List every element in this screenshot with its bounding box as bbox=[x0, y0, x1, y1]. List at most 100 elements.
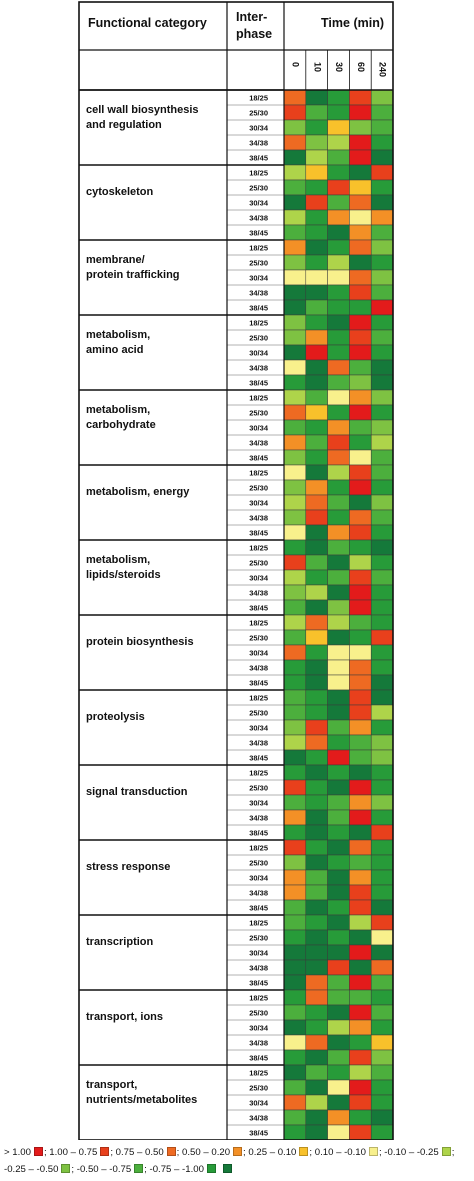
heatmap-cell-transport-ions-4-4 bbox=[370, 1049, 394, 1066]
phase-label: 25/30 bbox=[249, 409, 268, 418]
heatmap-cell-transcription-1-2 bbox=[327, 929, 350, 946]
heatmap-cell-metabolism-carbohydrate-2-1 bbox=[305, 419, 328, 436]
heatmap-cell-cell-wall-biosynthesis-and-regulation-4-3 bbox=[349, 149, 372, 166]
heatmap-cell-membrane-protein-trafficking-0-3 bbox=[349, 239, 372, 256]
phase-label: 25/30 bbox=[249, 109, 268, 118]
heatmap-cell-membrane-protein-trafficking-3-1 bbox=[305, 284, 328, 301]
heatmap-cell-metabolism-lipids-steroids-1-2 bbox=[327, 554, 350, 571]
legend-swatch bbox=[134, 1164, 144, 1173]
heatmap-cell-metabolism-amino-acid-3-0 bbox=[283, 359, 307, 376]
heatmap-cell-transport-ions-4-3 bbox=[349, 1049, 372, 1066]
legend-label: -0.10 – -0.25 bbox=[384, 1147, 439, 1158]
phase-label: 34/38 bbox=[249, 664, 268, 673]
heatmap-cell-metabolism-energy-2-3 bbox=[349, 494, 372, 511]
heatmap-cell-proteolysis-1-1 bbox=[305, 704, 328, 721]
legend-item: > 1.00; bbox=[4, 1147, 50, 1158]
phase-label: 18/25 bbox=[249, 394, 268, 403]
heatmap-cell-metabolism-energy-0-2 bbox=[327, 464, 350, 481]
heatmap-cell-metabolism-carbohydrate-3-1 bbox=[305, 434, 328, 451]
heatmap-cell-cytoskeleton-3-3 bbox=[349, 209, 372, 226]
heatmap-cell-transport-ions-1-2 bbox=[327, 1004, 350, 1021]
color-legend: > 1.00; 1.00 – 0.75; 0.75 – 0.50; 0.50 –… bbox=[4, 1144, 472, 1178]
heatmap-cell-metabolism-energy-0-3 bbox=[349, 464, 372, 481]
phase-label: 18/25 bbox=[249, 469, 268, 478]
heatmap-cell-metabolism-carbohydrate-2-4 bbox=[370, 419, 394, 436]
heatmap-cell-membrane-protein-trafficking-0-0 bbox=[283, 239, 307, 256]
heatmap-cell-cell-wall-biosynthesis-and-regulation-2-3 bbox=[349, 119, 372, 136]
heatmap-cell-transport-ions-2-0 bbox=[283, 1019, 307, 1036]
table-grid bbox=[78, 1, 394, 1140]
heatmap-cell-transport-nutrients-metabolites-4-3 bbox=[349, 1124, 372, 1140]
heatmap-cell-metabolism-energy-1-4 bbox=[370, 479, 394, 496]
heatmap-cell-proteolysis-3-0 bbox=[283, 734, 307, 751]
phase-label: 38/45 bbox=[249, 454, 268, 463]
heatmap-cell-transcription-1-0 bbox=[283, 929, 307, 946]
heatmap-cell-cell-wall-biosynthesis-and-regulation-1-4 bbox=[370, 104, 394, 121]
heatmap-cell-stress-response-0-4 bbox=[370, 839, 394, 856]
heatmap-cell-transport-nutrients-metabolites-3-0 bbox=[283, 1109, 307, 1126]
heatmap-cell-protein-biosynthesis-3-2 bbox=[327, 659, 350, 676]
heatmap-cell-metabolism-lipids-steroids-4-1 bbox=[305, 599, 328, 616]
heatmap-cell-metabolism-lipids-steroids-1-0 bbox=[283, 554, 307, 571]
legend-item: -0.25 – -0.50; bbox=[4, 1164, 77, 1175]
heatmap-cell-protein-biosynthesis-3-3 bbox=[349, 659, 372, 676]
heatmap-cell-stress-response-1-2 bbox=[327, 854, 350, 871]
table-header: Functional category Inter- phase Time (m… bbox=[88, 10, 384, 41]
legend-label: 0.10 – -0.10 bbox=[314, 1147, 366, 1158]
category-label-cell-wall-biosynthesis-and-regulation: cell wall biosynthesis bbox=[86, 104, 199, 116]
heatmap-cell-metabolism-carbohydrate-4-1 bbox=[305, 449, 328, 466]
phase-label: 30/34 bbox=[249, 949, 269, 958]
heatmap-cell-cell-wall-biosynthesis-and-regulation-1-1 bbox=[305, 104, 328, 121]
heatmap-cell-transport-ions-2-3 bbox=[349, 1019, 372, 1036]
phase-label: 25/30 bbox=[249, 859, 268, 868]
heatmap-cell-metabolism-lipids-steroids-0-3 bbox=[349, 539, 372, 556]
category-label-stress-response: stress response bbox=[86, 861, 170, 873]
phase-label: 34/38 bbox=[249, 439, 268, 448]
heatmap-cell-protein-biosynthesis-0-0 bbox=[283, 614, 307, 631]
heatmap-cell-metabolism-lipids-steroids-0-4 bbox=[370, 539, 394, 556]
heatmap-cell-transport-nutrients-metabolites-0-0 bbox=[283, 1064, 307, 1081]
heatmap-cell-metabolism-carbohydrate-4-3 bbox=[349, 449, 372, 466]
heatmap-cell-metabolism-lipids-steroids-3-0 bbox=[283, 584, 307, 601]
heatmap-cell-protein-biosynthesis-3-0 bbox=[283, 659, 307, 676]
heatmap-cell-protein-biosynthesis-1-4 bbox=[370, 629, 394, 646]
heatmap-cell-stress-response-4-1 bbox=[305, 899, 328, 916]
heatmap-cell-proteolysis-4-3 bbox=[349, 749, 372, 766]
legend-item: -0.50 – -0.75; bbox=[76, 1164, 150, 1175]
heatmap-cell-cytoskeleton-1-1 bbox=[305, 179, 328, 196]
heatmap-cell-cytoskeleton-1-3 bbox=[349, 179, 372, 196]
heatmap-cell-stress-response-4-2 bbox=[327, 899, 350, 916]
heatmap-cell-cytoskeleton-0-4 bbox=[370, 164, 394, 181]
heatmap-cell-cell-wall-biosynthesis-and-regulation-4-2 bbox=[327, 149, 350, 166]
heatmap-cell-signal-transduction-1-3 bbox=[349, 779, 372, 796]
heatmap-cell-metabolism-energy-2-2 bbox=[327, 494, 350, 511]
heatmap-cell-cell-wall-biosynthesis-and-regulation-0-2 bbox=[327, 89, 350, 106]
heatmap-cell-metabolism-energy-0-0 bbox=[283, 464, 307, 481]
heatmap-cell-signal-transduction-0-0 bbox=[283, 764, 307, 781]
heatmap-cell-metabolism-energy-3-2 bbox=[327, 509, 350, 526]
heatmap-cell-protein-biosynthesis-2-0 bbox=[283, 644, 307, 661]
heatmap-cell-transport-ions-1-3 bbox=[349, 1004, 372, 1021]
heatmap-cell-metabolism-amino-acid-2-0 bbox=[283, 344, 307, 361]
phase-label: 18/25 bbox=[249, 1069, 268, 1078]
heatmap-cell-transcription-3-2 bbox=[327, 959, 350, 976]
phase-label: 34/38 bbox=[249, 739, 268, 748]
heatmap-cell-transport-ions-0-0 bbox=[283, 989, 307, 1006]
legend-item: 0.25 – 0.10; bbox=[248, 1147, 315, 1158]
phase-label: 30/34 bbox=[249, 1099, 269, 1108]
heatmap-cell-metabolism-amino-acid-4-4 bbox=[370, 374, 394, 391]
category-label-proteolysis: proteolysis bbox=[86, 711, 145, 723]
heatmap-cell-metabolism-amino-acid-4-2 bbox=[327, 374, 350, 391]
phase-label: 34/38 bbox=[249, 214, 268, 223]
heatmap-cell-metabolism-amino-acid-0-1 bbox=[305, 314, 328, 331]
heatmap-cell-proteolysis-4-0 bbox=[283, 749, 307, 766]
heatmap-cell-membrane-protein-trafficking-3-4 bbox=[370, 284, 394, 301]
heatmap-cell-transport-nutrients-metabolites-0-1 bbox=[305, 1064, 328, 1081]
heatmap-cell-metabolism-lipids-steroids-4-2 bbox=[327, 599, 350, 616]
phase-label: 25/30 bbox=[249, 709, 268, 718]
heatmap-cell-transport-ions-3-4 bbox=[370, 1034, 394, 1051]
legend-label: 0.25 – 0.10 bbox=[248, 1147, 297, 1158]
heatmap-cell-cytoskeleton-1-4 bbox=[370, 179, 394, 196]
heatmap-cell-protein-biosynthesis-4-4 bbox=[370, 674, 394, 691]
heatmap-cell-metabolism-carbohydrate-1-0 bbox=[283, 404, 307, 421]
